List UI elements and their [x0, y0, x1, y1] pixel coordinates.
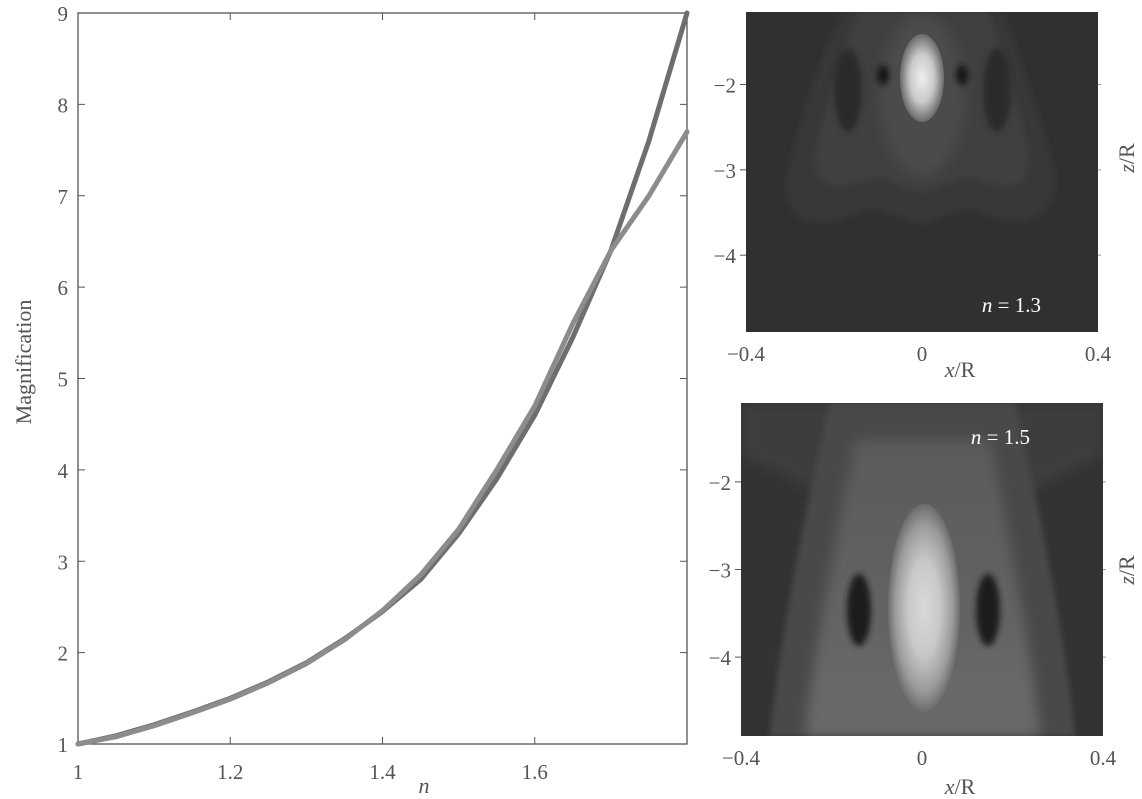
heatmap2-label: n = 1.5 [971, 425, 1030, 449]
main-y-tick-label: 2 [58, 642, 69, 666]
heatmap1-y-axis-label: z/R [1114, 143, 1139, 174]
main-y-tick-label: 4 [58, 459, 69, 483]
main-x-tick-label: 1.2 [217, 760, 243, 784]
heatmap2-focal-spot [888, 504, 960, 712]
heatmap2-x-tick-label: 0.4 [1090, 746, 1117, 770]
heatmap1-y-tick-label: −2 [714, 74, 736, 98]
heatmap2-y-tick-label: −2 [709, 471, 731, 495]
series-line-2 [75, 129, 690, 747]
heatmap1-label: n = 1.3 [982, 293, 1041, 317]
heatmap1-x-tick-label: 0.4 [1085, 342, 1112, 366]
heatmap2-dark-lobe-left [847, 574, 871, 646]
heatmap1-y-tick-label: −3 [714, 159, 736, 183]
main-series [75, 10, 690, 747]
main-y-tick-label: 9 [58, 2, 69, 26]
heatmap1-y-ticks: −2 −3 −4 [714, 74, 1101, 268]
heatmap2-x-tick-label: −0.4 [722, 746, 761, 770]
heatmap2-y-ticks: −2 −3 −4 [709, 471, 1106, 670]
heatmap1-y-tick-label: −4 [714, 244, 737, 268]
magnification-chart: 1 1.2 1.4 1.6 1 2 3 4 5 6 7 8 9 n Magnification [11, 2, 690, 798]
heatmap1-dark-spot-right [956, 65, 968, 85]
main-x-axis-label: n [419, 773, 430, 798]
heatmap2-x-tick-label: 0 [917, 746, 928, 770]
main-y-tick-label: 7 [58, 185, 69, 209]
heatmap2-y-tick-label: −4 [709, 646, 732, 670]
heatmap1-x-tick-label: 0 [917, 342, 928, 366]
heatmap1-x-ticks: −0.4 0 0.4 [727, 342, 1112, 366]
heatmap1-focal-spot [900, 34, 944, 122]
heatmap2-y-tick-label: −3 [709, 559, 731, 583]
heatmap2-x-ticks: −0.4 0 0.4 [722, 746, 1117, 770]
heatmap2-y-axis-label: z/R [1114, 555, 1139, 586]
main-y-tick-label: 3 [58, 550, 69, 574]
main-y-axis-label: Magnification [11, 300, 36, 425]
heatmap1-dark-lobe-left [834, 48, 862, 132]
heatmap-n13: −0.4 0 0.4 −2 −3 −4 n = 1.3 x/R z/R [714, 12, 1139, 382]
heatmap2-dark-lobe-right [976, 574, 1000, 646]
heatmap1-dark-lobe-right [983, 48, 1011, 132]
main-plot-frame [77, 12, 688, 745]
heatmap1-dark-spot-left [877, 65, 889, 85]
main-x-ticks: 1 1.2 1.4 1.6 [73, 13, 548, 784]
heatmap1-x-tick-label: −0.4 [727, 342, 766, 366]
series-line-1 [75, 10, 690, 747]
main-x-tick-label: 1.6 [522, 760, 548, 784]
main-y-tick-label: 1 [58, 733, 69, 757]
main-x-tick-label: 1.4 [369, 760, 396, 784]
main-y-tick-label: 8 [58, 93, 69, 117]
heatmap2-x-axis-label: x/R [944, 774, 976, 799]
main-y-tick-label: 5 [58, 368, 69, 392]
main-y-tick-label: 6 [58, 276, 69, 300]
main-x-tick-label: 1 [73, 760, 84, 784]
heatmap-n15: −0.4 0 0.4 −2 −3 −4 n = 1.5 x/R z/R [709, 403, 1139, 799]
heatmap1-x-axis-label: x/R [944, 357, 976, 382]
main-y-ticks: 1 2 3 4 5 6 7 8 9 [58, 2, 687, 757]
